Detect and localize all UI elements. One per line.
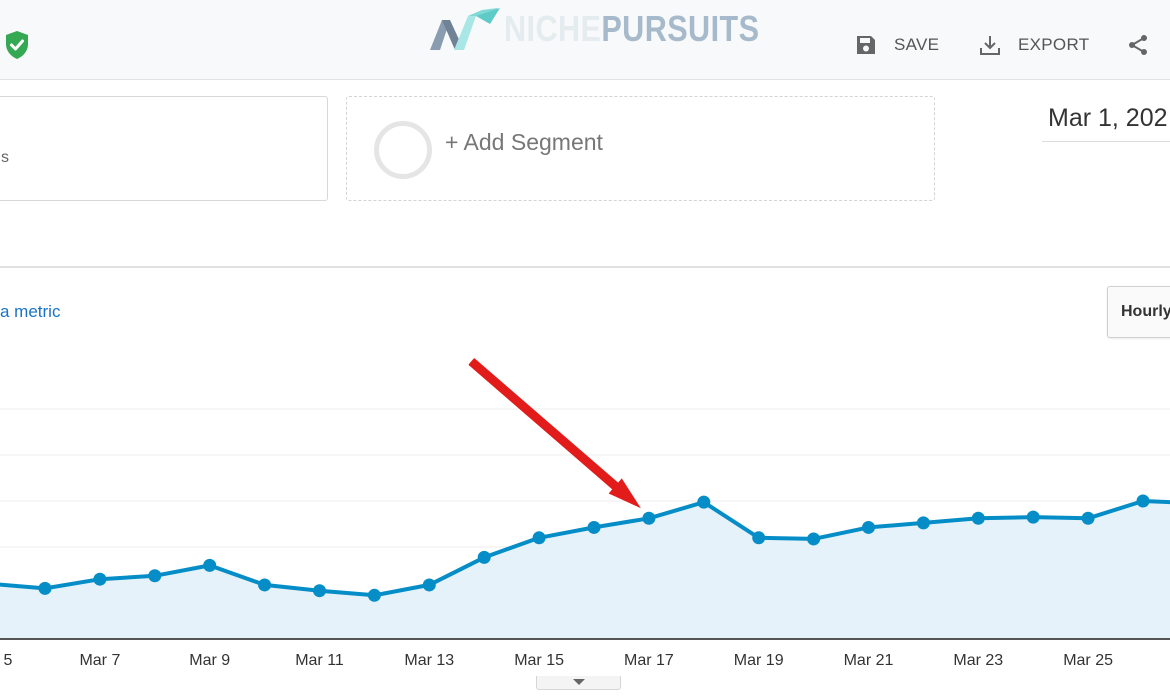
- x-tick-label-9: Mar 23: [953, 652, 1003, 669]
- data-point-15[interactable]: [807, 532, 821, 546]
- annotation-arrow-head: [608, 478, 641, 509]
- export-button[interactable]: EXPORT: [978, 30, 1089, 60]
- select-metric-link[interactable]: a metric: [0, 302, 61, 321]
- download-icon: [980, 36, 1000, 55]
- data-point-16[interactable]: [862, 520, 875, 534]
- annotation-arrow-shaft: [468, 358, 619, 490]
- chart-area-fill: [0, 501, 1170, 639]
- x-tick-label-8: Mar 21: [844, 652, 894, 669]
- data-point-8[interactable]: [422, 578, 436, 592]
- logo-pursuits: PURSUITS: [601, 8, 760, 49]
- data-point-6[interactable]: [313, 584, 326, 598]
- top-toolbar: NICHEPURSUITS SAVE EXPORT: [0, 0, 1170, 80]
- save-button[interactable]: SAVE: [854, 30, 939, 60]
- x-tick-label-5: Mar 15: [514, 652, 564, 669]
- x-tick-label-2: Mar 9: [189, 652, 230, 669]
- share-button[interactable]: [1126, 30, 1150, 60]
- save-label: SAVE: [894, 35, 940, 54]
- add-segment-button[interactable]: + Add Segment: [346, 96, 935, 201]
- x-tick-label-7: Mar 19: [734, 652, 784, 669]
- data-point-2[interactable]: [93, 572, 107, 586]
- interval-hourly-button[interactable]: Hourly: [1107, 286, 1170, 338]
- add-segment-label: + Add Segment: [445, 129, 603, 155]
- x-axis-tick-labels: 5 Mar 7 Mar 9 Mar 11 Mar 13 Mar 15 Mar 17 Mar 1…: [4, 652, 1114, 669]
- segment-label: s: [1, 149, 9, 166]
- empty-segment-circle-icon: [374, 121, 432, 179]
- data-point-14[interactable]: [752, 531, 766, 545]
- data-point-19[interactable]: [1026, 510, 1040, 524]
- shield-check-icon: [6, 31, 28, 59]
- sessions-line-chart: 5 Mar 7 Mar 9 Mar 11 Mar 13 Mar 15 Mar 17 Mar 1…: [0, 358, 1170, 669]
- x-tick-label-3: Mar 11: [295, 652, 344, 669]
- export-label: EXPORT: [1018, 35, 1090, 54]
- section-divider: [0, 266, 1170, 268]
- data-point-20[interactable]: [1081, 511, 1095, 525]
- logo-mark-icon: [430, 8, 500, 50]
- chart-data-points: [38, 494, 1150, 602]
- data-point-11[interactable]: [587, 520, 601, 534]
- logo-text: NICHEPURSUITS: [504, 8, 759, 50]
- x-tick-label-4: Mar 13: [404, 652, 454, 669]
- x-tick-label-6: Mar 17: [624, 652, 674, 669]
- data-point-5[interactable]: [258, 578, 272, 592]
- data-point-12[interactable]: [642, 511, 656, 525]
- x-tick-label-10: Mar 25: [1063, 652, 1113, 669]
- chart-annotation: [468, 358, 641, 509]
- share-icon: [1129, 35, 1147, 55]
- data-point-10[interactable]: [532, 531, 546, 545]
- x-tick-label-0: 5: [4, 652, 13, 669]
- data-point-9[interactable]: [477, 550, 491, 564]
- data-point-17[interactable]: [916, 516, 930, 530]
- data-point-13[interactable]: [697, 495, 711, 509]
- data-point-4[interactable]: [203, 558, 217, 572]
- data-point-21[interactable]: [1136, 494, 1150, 508]
- chart-collapse-toggle[interactable]: [536, 676, 621, 690]
- niche-pursuits-logo: NICHEPURSUITS: [428, 4, 805, 54]
- data-point-18[interactable]: [971, 511, 985, 525]
- x-tick-label-1: Mar 7: [79, 652, 120, 669]
- data-point-3[interactable]: [148, 569, 162, 583]
- current-segment-card[interactable]: s: [0, 96, 328, 201]
- data-point-1[interactable]: [38, 581, 52, 595]
- save-icon: [857, 36, 875, 54]
- logo-niche: NICHE: [504, 8, 602, 49]
- data-point-7[interactable]: [367, 588, 381, 602]
- date-range-picker[interactable]: Mar 1, 202: [1042, 98, 1170, 142]
